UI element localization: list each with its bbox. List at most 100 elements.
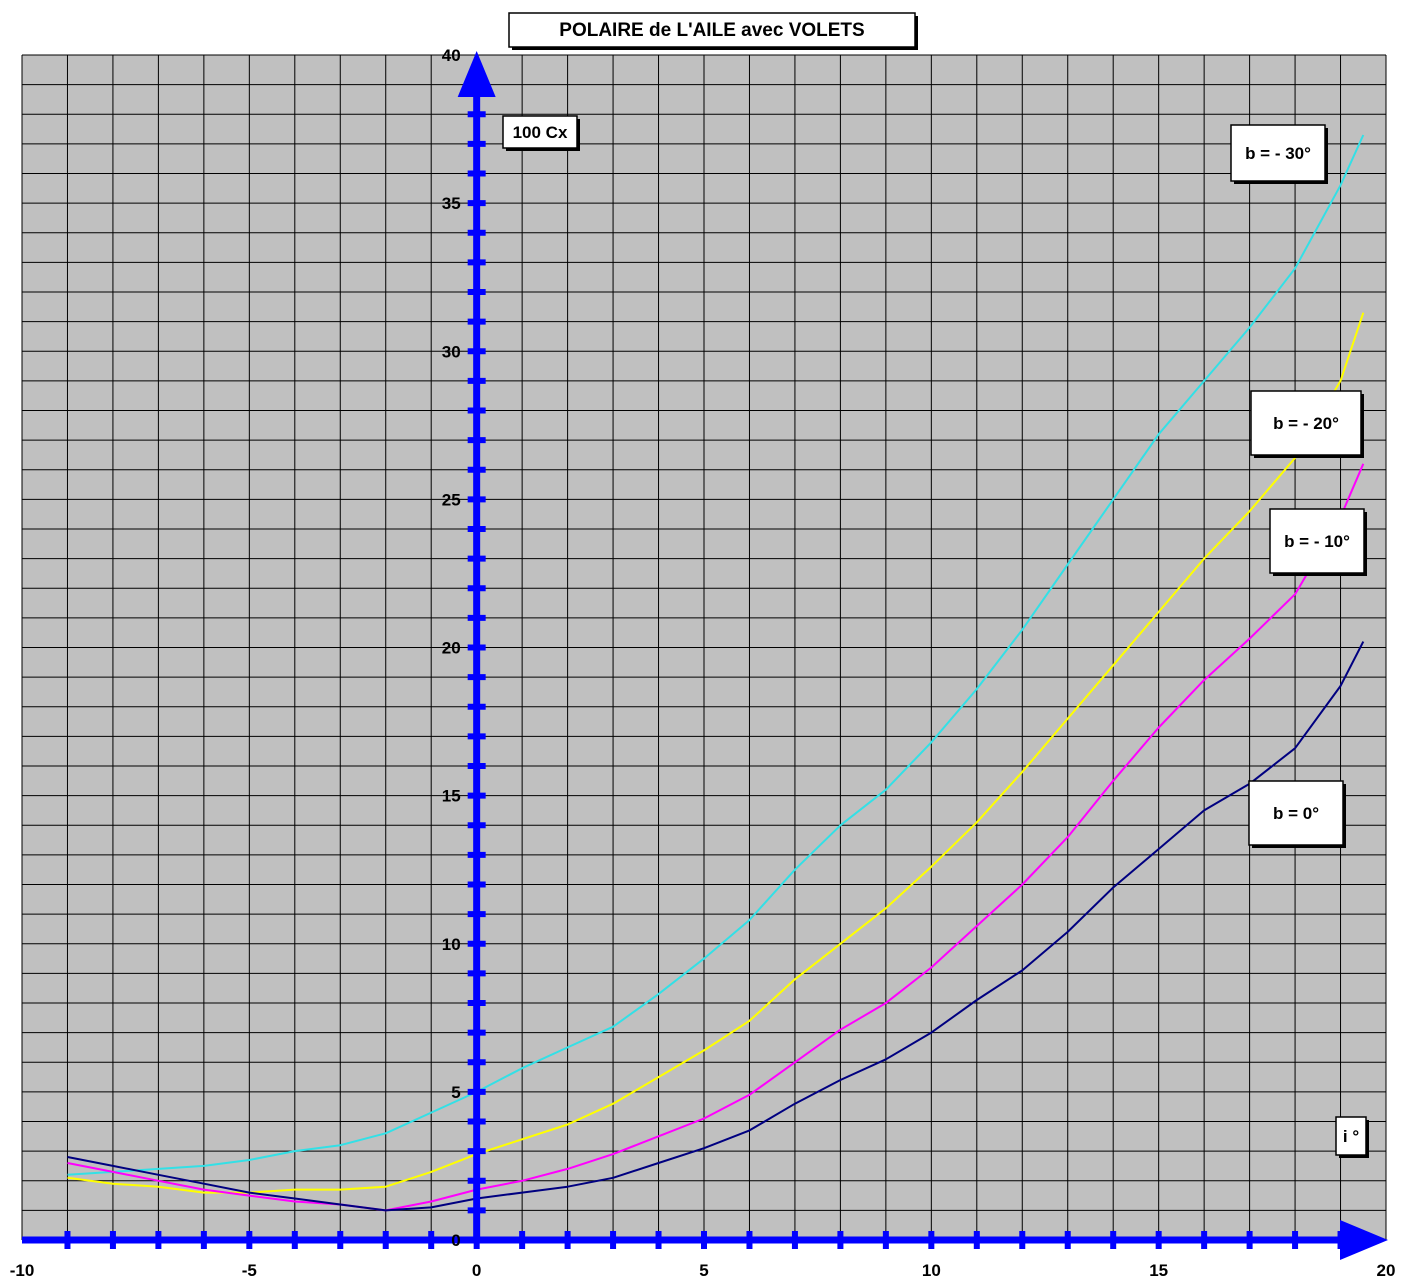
x-tick-mark [109,1231,116,1249]
y-tick-mark [467,1148,486,1155]
y-tick-mark [467,733,486,740]
x-tick-label: -10 [10,1261,35,1279]
axes [22,51,1388,1260]
x-tick-mark [1155,1231,1162,1249]
y-tick-mark [467,1207,486,1214]
x-tick-mark [64,1231,71,1249]
y-tick-mark [467,555,486,562]
x-axis-label: i ° [1335,1116,1369,1158]
y-axis-arrow [457,51,496,97]
y-tick-mark [467,111,486,118]
x-tick-mark [1246,1231,1253,1249]
series-line-2 [67,463,1365,1212]
y-tick-label: 15 [442,787,461,806]
x-tick-mark [564,1231,571,1249]
series-label-0-text: b = - 30° [1245,144,1311,163]
y-tick-mark [467,792,486,799]
y-tick-mark [467,348,486,355]
series-label-2-frame [1269,508,1365,574]
x-tick-mark [382,1231,389,1249]
y-tick-mark [467,940,486,947]
series-label-3-text: b = 0° [1273,804,1319,823]
series-line-3 [67,641,1365,1212]
y-axis-label: 100 Cx [502,115,580,151]
x-tick-mark [701,1231,707,1249]
y-axis-label-text: 100 Cx [513,123,568,142]
series-label-3-frame [1248,780,1344,846]
y-tick-mark [467,911,486,918]
y-tick-mark [467,970,486,977]
y-tick-label: 20 [442,639,461,658]
x-tick-label: 15 [1149,1261,1168,1279]
x-tick-label: 5 [699,1261,708,1279]
y-tick-mark [467,526,486,532]
x-tick-mark [655,1231,662,1249]
x-tick-mark [200,1231,207,1249]
y-tick-mark [467,674,486,681]
y-tick-label: 0 [451,1231,460,1250]
y-tick-mark [467,822,486,829]
x-tick-mark [1019,1231,1026,1249]
series-label-0-frame [1230,124,1326,182]
y-tick-mark [467,170,486,177]
series-label-3: b = 0° [1248,780,1346,848]
y-tick-mark [467,496,486,503]
y-tick-mark [467,614,486,621]
y-tick-mark [467,437,486,444]
y-tick-mark [467,407,486,414]
y-tick-mark [467,1029,486,1036]
x-tick-label: 0 [472,1261,481,1279]
series-label-2: b = - 10° [1269,508,1367,576]
x-tick-mark [519,1231,526,1249]
y-tick-label: 10 [442,935,461,954]
y-tick-mark [467,1059,486,1066]
x-axis-arrow [1340,1220,1388,1260]
y-tick-label: 30 [442,342,461,361]
x-tick-mark [1064,1231,1071,1249]
x-tick-mark [928,1231,935,1249]
y-tick-mark [467,140,486,147]
x-tick-mark [1201,1231,1208,1249]
series-layer [67,134,1365,1212]
y-tick-mark [467,1000,486,1006]
x-tick-mark [246,1231,253,1249]
x-axis-label-text: i ° [1343,1127,1359,1146]
y-tick-mark [467,703,486,710]
y-tick-mark [467,289,486,295]
tick-labels: -10 -5 0 5 10 15 20 0 5 10 15 20 25 30 35 40 [10,46,1396,1279]
series-label-1-frame [1250,390,1362,456]
chart-title-frame [508,12,916,48]
x-tick-mark [837,1231,844,1249]
series-label-0: b = - 30° [1230,124,1328,184]
x-axis-label-frame [1335,1116,1367,1156]
x-tick-mark [291,1231,298,1249]
series-line-1 [67,312,1365,1194]
series-label-1: b = - 20° [1250,390,1364,458]
y-tick-mark [467,881,486,888]
grid [21,54,1387,1241]
y-tick-mark [467,644,486,651]
series-label-1-text: b = - 20° [1273,414,1339,433]
x-tick-mark [882,1231,889,1249]
x-tick-mark [428,1231,435,1249]
series-label-2-text: b = - 10° [1284,532,1350,551]
y-tick-mark [467,377,486,384]
y-tick-mark [467,229,486,236]
y-tick-label: 25 [442,490,461,509]
x-tick-mark [610,1231,617,1249]
y-tick-mark [467,1088,486,1095]
x-tick-mark [1292,1231,1299,1249]
series-line-0 [67,134,1365,1176]
y-tick-mark [467,851,486,858]
y-tick-label: 5 [451,1083,460,1102]
y-tick-mark [467,81,486,88]
y-axis-label-frame [502,115,578,149]
x-tick-mark [473,1231,480,1249]
y-tick-mark [467,1118,486,1125]
y-tick-mark [467,1177,486,1184]
x-tick-label: 20 [1377,1261,1396,1279]
y-tick-mark [467,763,486,769]
y-tick-label: 35 [442,194,461,213]
y-tick-mark [467,318,486,325]
